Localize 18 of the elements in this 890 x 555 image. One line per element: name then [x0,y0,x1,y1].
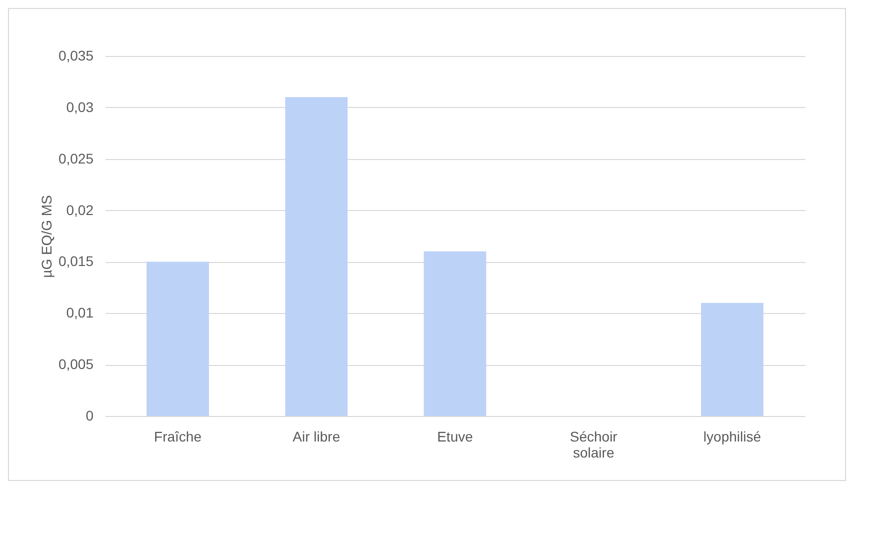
x-tick-label: lyophilisé [703,428,762,444]
x-tick-label: Air libre [292,428,340,444]
y-tick-label: 0,02 [66,202,94,218]
y-tick-label: 0,015 [58,253,94,270]
y-tick-label: 0,03 [66,98,94,115]
y-tick-label: 0,005 [58,356,94,372]
y-axis-title: µG EQ/G MS [38,195,54,278]
y-tick-label: 0,035 [58,48,94,64]
y-tick-label: 0 [86,408,94,424]
x-tick-label: Fraîche [154,428,202,444]
bar [424,251,486,416]
bar [701,302,764,416]
y-tick-label: 0,025 [58,150,94,166]
bar [285,97,348,416]
bar [146,262,209,416]
x-tick-label: Séchoir solaire [570,428,618,460]
y-tick-label: 0,01 [66,304,94,321]
x-tick-label: Etuve [437,428,474,444]
